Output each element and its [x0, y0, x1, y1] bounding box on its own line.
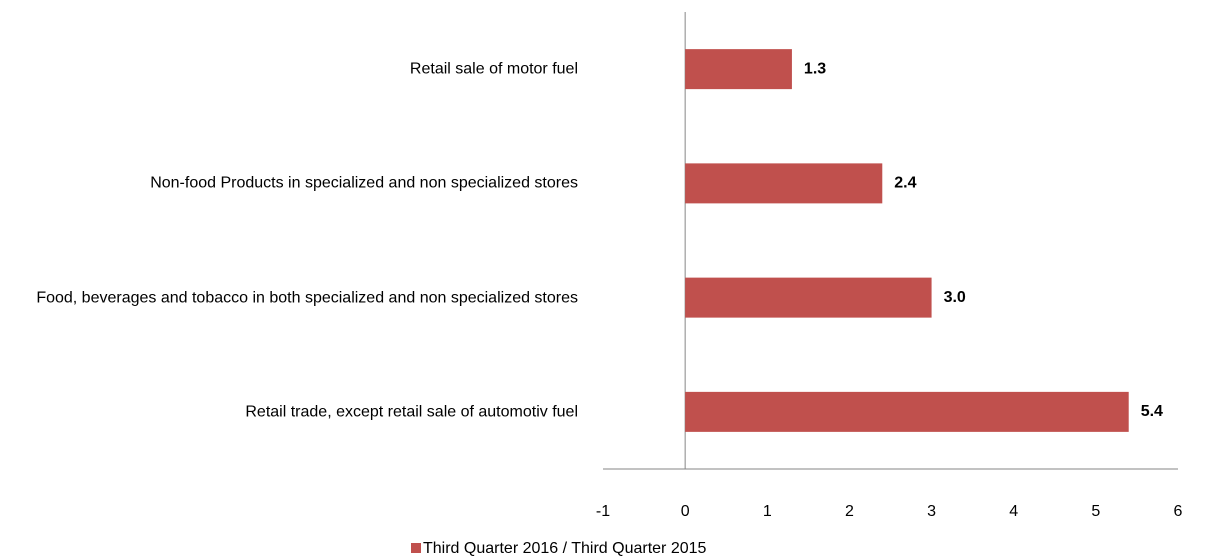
- legend-swatch: [411, 543, 421, 553]
- legend-label: Third Quarter 2016 / Third Quarter 2015: [423, 540, 707, 557]
- x-tick-label: 5: [1091, 503, 1100, 520]
- x-tick-label: 6: [1174, 503, 1183, 520]
- category-label: Non-food Products in specialized and non…: [150, 174, 578, 192]
- bar: [685, 163, 883, 204]
- category-label: Retail trade, except retail sale of auto…: [245, 403, 578, 421]
- x-tick-label: 1: [763, 503, 772, 520]
- x-tick-label: 0: [681, 503, 690, 520]
- data-label: 5.4: [1141, 403, 1163, 420]
- bar: [685, 391, 1129, 432]
- x-tick-label: 2: [845, 503, 854, 520]
- category-label: Food, beverages and tobacco in both spec…: [36, 289, 578, 307]
- x-tick-label: 4: [1009, 503, 1018, 520]
- bar: [685, 49, 792, 90]
- category-label: Retail sale of motor fuel: [409, 60, 578, 78]
- data-label: 3.0: [944, 289, 966, 306]
- bar: [685, 277, 932, 318]
- x-tick-label: -1: [596, 503, 610, 520]
- x-tick-label: 3: [927, 503, 936, 520]
- data-label: 1.3: [804, 60, 826, 77]
- data-label: 2.4: [894, 175, 916, 192]
